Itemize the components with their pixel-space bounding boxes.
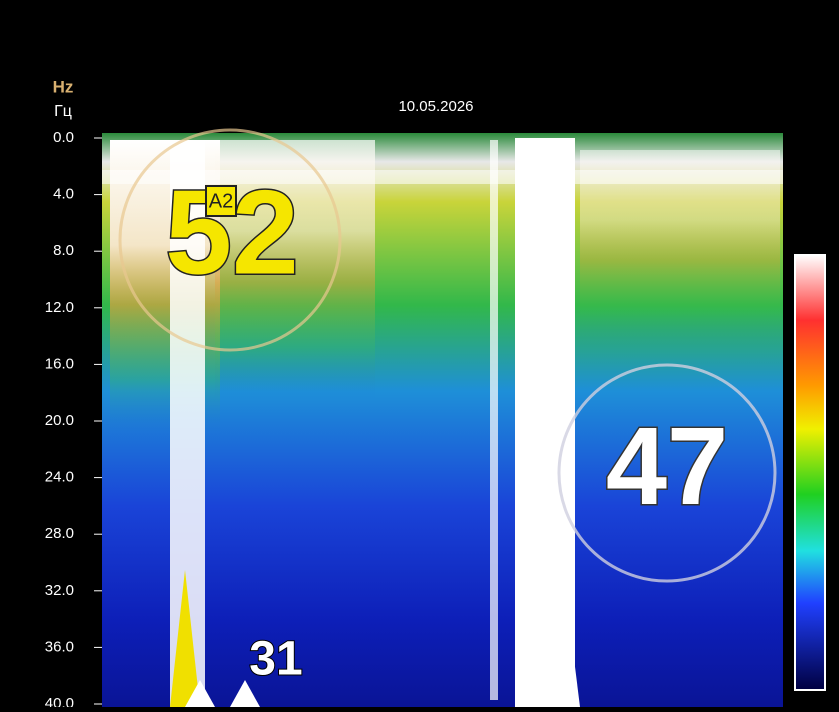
y-tick-label: 4.0 [53,186,74,203]
activity [102,138,783,707]
date: 10.05.2026 [398,98,473,115]
badge-box [205,185,237,217]
unit-en: Hz [53,77,74,96]
y-tick-label: 40.0 [45,695,74,707]
badge: A2 [209,190,233,212]
number-52: 52 [165,166,298,300]
y-tick-label: 36.0 [45,638,74,655]
number-47: 47 [606,405,728,528]
y-tick-label: 32.0 [45,582,74,599]
overlay [118,128,777,707]
y-tick-label: 20.0 [45,412,74,429]
y-tick-label: 0.0 [53,129,74,146]
y-tick-label: 16.0 [45,355,74,372]
number-31: 31 [249,633,302,686]
unit-ru: Гц [54,103,72,120]
y-tick-label: 12.0 [45,299,74,316]
y-axis: 0.0 4.0 8.0 12.0 16.0 20.0 24.0 28.0 32.0 36.0 40.… [45,129,102,712]
y-tick-label: 8.0 [53,242,74,259]
y-tick-label: 28.0 [45,525,74,542]
color-scale [794,254,826,691]
y-tick-label: 24.0 [45,469,74,486]
